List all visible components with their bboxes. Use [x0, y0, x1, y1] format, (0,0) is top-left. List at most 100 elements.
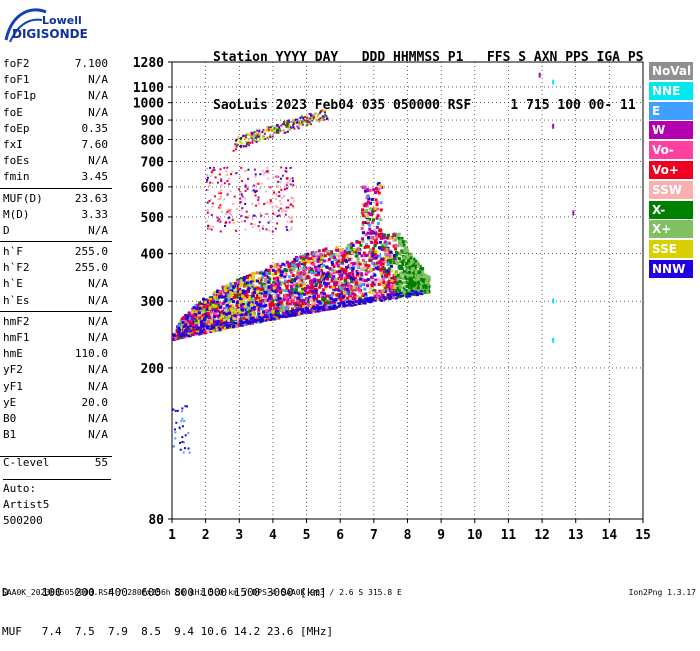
- echo-point: [419, 275, 423, 279]
- echo-point: [276, 266, 280, 270]
- echo-point: [268, 277, 272, 281]
- echo-point: [255, 299, 259, 303]
- echo-point: [273, 127, 276, 130]
- echo-point: [236, 220, 239, 223]
- distance-muf-table: D 100 200 400 600 800 1000 1500 3000 [km…: [2, 560, 333, 651]
- echo-point: [373, 207, 377, 211]
- echo-point: [349, 295, 353, 299]
- echo-point: [305, 291, 309, 295]
- echo-point: [197, 321, 201, 325]
- echo-point: [174, 431, 177, 434]
- echo-point: [296, 272, 300, 276]
- echo-point: [375, 292, 379, 296]
- echo-point: [239, 191, 242, 194]
- svg-text:Lowell: Lowell: [42, 14, 82, 27]
- echo-point: [366, 284, 370, 288]
- y-tick-label: 300: [141, 295, 165, 310]
- echo-point: [259, 187, 262, 190]
- echo-point: [217, 191, 220, 194]
- echo-point: [256, 315, 260, 319]
- echo-point: [245, 145, 248, 148]
- echo-point: [345, 255, 349, 259]
- echo-point: [312, 263, 316, 267]
- muf-row: MUF 7.4 7.5 7.9 8.5 9.4 10.6 14.2 23.6 […: [2, 625, 334, 638]
- echo-point: [391, 295, 395, 299]
- echo-point: [287, 125, 290, 128]
- echo-point: [232, 324, 236, 327]
- echo-point: [379, 291, 383, 295]
- echo-point: [292, 279, 296, 283]
- echo-point: [306, 117, 309, 120]
- echo-point: [274, 282, 278, 286]
- echo-point: [401, 262, 405, 266]
- echo-point: [280, 177, 283, 180]
- echo-point: [311, 291, 315, 295]
- echo-point: [243, 220, 246, 223]
- echo-point: [277, 280, 281, 284]
- echo-point: [350, 242, 354, 246]
- echo-point: [408, 280, 412, 284]
- echo-point: [329, 303, 333, 307]
- echo-point: [250, 133, 253, 136]
- echo-point: [181, 417, 184, 420]
- echo-point: [278, 286, 282, 290]
- echo-point: [293, 291, 297, 295]
- echo-point: [348, 271, 352, 275]
- echo-point: [289, 128, 292, 131]
- echo-point: [332, 306, 336, 309]
- echo-point: [364, 295, 368, 299]
- echo-point: [247, 322, 251, 325]
- echo-point: [374, 187, 378, 191]
- echo-point: [321, 116, 324, 119]
- echo-point: [339, 249, 343, 253]
- echo-point: [417, 264, 421, 268]
- echo-point: [395, 270, 399, 274]
- echo-point: [316, 260, 320, 264]
- echo-point: [266, 212, 269, 215]
- echo-point: [396, 261, 400, 265]
- echo-point: [296, 275, 300, 279]
- echo-point: [348, 300, 352, 303]
- echo-point: [204, 319, 208, 323]
- echo-point: [405, 253, 409, 257]
- echo-point: [292, 126, 295, 129]
- echo-point: [199, 318, 203, 322]
- echo-point: [291, 180, 294, 183]
- echo-point: [190, 313, 194, 317]
- echo-point: [250, 222, 253, 225]
- param-label: yF1: [3, 379, 23, 393]
- echo-point: [420, 282, 424, 286]
- echo-point: [402, 270, 406, 274]
- echo-point: [180, 324, 184, 328]
- echo-point: [346, 296, 350, 300]
- echo-point: [245, 185, 248, 188]
- echo-point: [310, 252, 314, 256]
- echo-point: [203, 331, 207, 335]
- echo-point: [388, 285, 392, 289]
- echo-point: [191, 333, 195, 337]
- echo-point: [229, 282, 233, 286]
- echo-point: [355, 278, 359, 282]
- echo-point: [310, 309, 314, 313]
- echo-point: [371, 280, 375, 284]
- echo-point: [355, 283, 359, 287]
- echo-point: [342, 301, 346, 304]
- echo-point: [382, 288, 386, 292]
- echo-point: [426, 283, 430, 287]
- echo-point: [251, 294, 255, 298]
- echo-point: [371, 285, 375, 289]
- echo-point: [258, 316, 262, 319]
- echo-point: [398, 280, 402, 284]
- echo-point: [323, 118, 326, 121]
- echo-point: [246, 303, 250, 307]
- echo-point: [247, 144, 250, 147]
- echo-point: [220, 192, 223, 195]
- echo-point: [392, 275, 396, 279]
- echo-point: [196, 317, 200, 321]
- echo-point: [315, 292, 319, 296]
- echo-point: [184, 405, 187, 408]
- echo-point: [405, 261, 409, 265]
- echo-point: [185, 316, 189, 320]
- echo-point: [352, 302, 356, 306]
- echo-point: [288, 121, 291, 124]
